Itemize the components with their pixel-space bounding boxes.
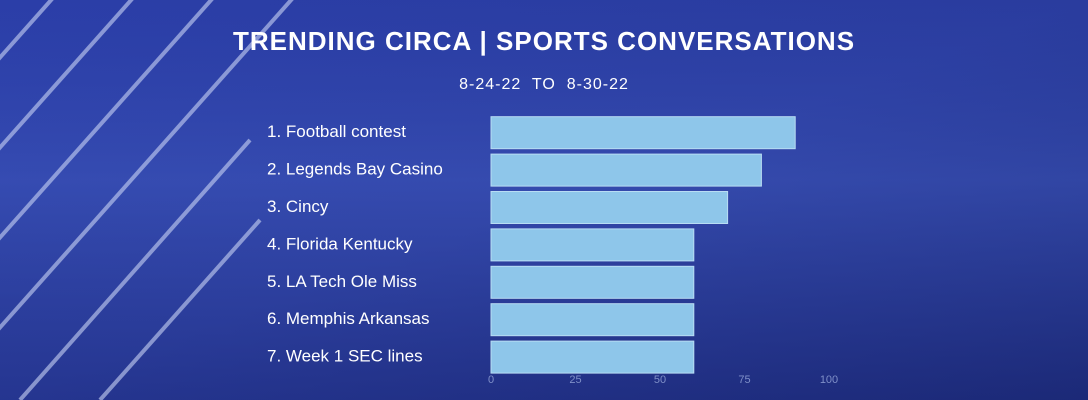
chart-title: TRENDING CIRCA | SPORTS CONVERSATIONS: [233, 26, 855, 56]
category-label: 5. LA Tech Ole Miss: [267, 272, 417, 291]
category-label: 7. Week 1 SEC lines: [267, 347, 423, 366]
category-label: 3. Cincy: [267, 197, 329, 216]
chart-subtitle: 8-24-22 TO 8-30-22: [459, 76, 629, 93]
x-tick-label: 25: [569, 374, 581, 386]
category-label: 1. Football contest: [267, 122, 406, 141]
x-tick-label: 0: [488, 374, 494, 386]
bar: [490, 265, 695, 299]
bar: [490, 153, 762, 187]
bar: [490, 191, 729, 224]
decor-stripes: [0, 0, 294, 400]
bar: [490, 340, 695, 374]
bar: [490, 303, 695, 337]
category-label: 6. Memphis Arkansas: [267, 309, 430, 328]
x-tick-label: 75: [738, 374, 750, 386]
bar: [490, 228, 695, 262]
x-tick-label: 100: [820, 374, 838, 386]
bar: [490, 116, 796, 150]
category-label: 4. Florida Kentucky: [267, 234, 413, 253]
category-label: 2. Legends Bay Casino: [267, 160, 443, 179]
x-tick-label: 50: [654, 374, 666, 386]
